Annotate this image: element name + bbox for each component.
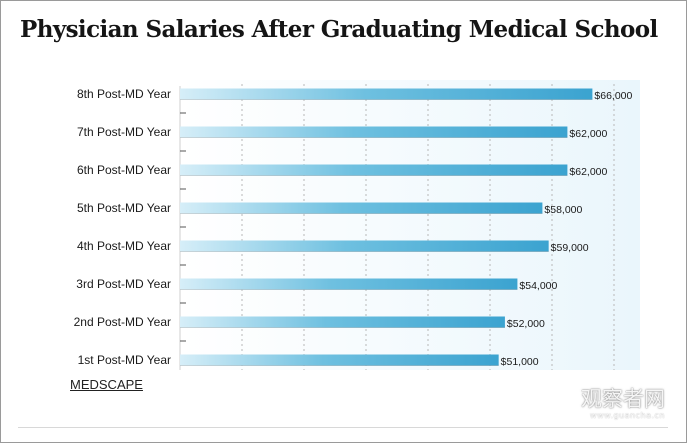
category-label: 7th Post-MD Year bbox=[77, 125, 171, 139]
category-label: 6th Post-MD Year bbox=[77, 163, 171, 177]
category-label: 8th Post-MD Year bbox=[77, 87, 171, 101]
bar bbox=[180, 316, 505, 328]
value-label: $66,000 bbox=[594, 90, 632, 102]
bar bbox=[180, 240, 549, 252]
watermark: 观察者网 www.guancha.cn bbox=[581, 389, 665, 420]
category-label: 3rd Post-MD Year bbox=[76, 277, 171, 291]
value-label: $58,000 bbox=[544, 204, 582, 216]
watermark-url: www.guancha.cn bbox=[590, 411, 665, 420]
value-label: $52,000 bbox=[507, 318, 545, 330]
bar bbox=[180, 354, 499, 366]
watermark-text: 观察者网 bbox=[581, 387, 665, 411]
value-label: $62,000 bbox=[569, 128, 607, 140]
category-label: 4th Post-MD Year bbox=[77, 239, 171, 253]
bar bbox=[180, 202, 543, 214]
bar bbox=[180, 164, 568, 176]
value-label: $54,000 bbox=[519, 280, 557, 292]
category-label: 2nd Post-MD Year bbox=[74, 315, 171, 329]
chart-title: Physician Salaries After Graduating Medi… bbox=[20, 16, 658, 43]
source-link[interactable]: MEDSCAPE bbox=[70, 377, 143, 392]
bar bbox=[180, 88, 593, 100]
value-label: $51,000 bbox=[501, 356, 539, 368]
bar bbox=[180, 126, 568, 138]
category-label: 5th Post-MD Year bbox=[77, 201, 171, 215]
bar bbox=[180, 278, 518, 290]
bottom-divider bbox=[18, 427, 668, 428]
category-label: 1st Post-MD Year bbox=[78, 353, 171, 367]
value-label: $59,000 bbox=[551, 242, 589, 254]
value-label: $62,000 bbox=[569, 166, 607, 178]
